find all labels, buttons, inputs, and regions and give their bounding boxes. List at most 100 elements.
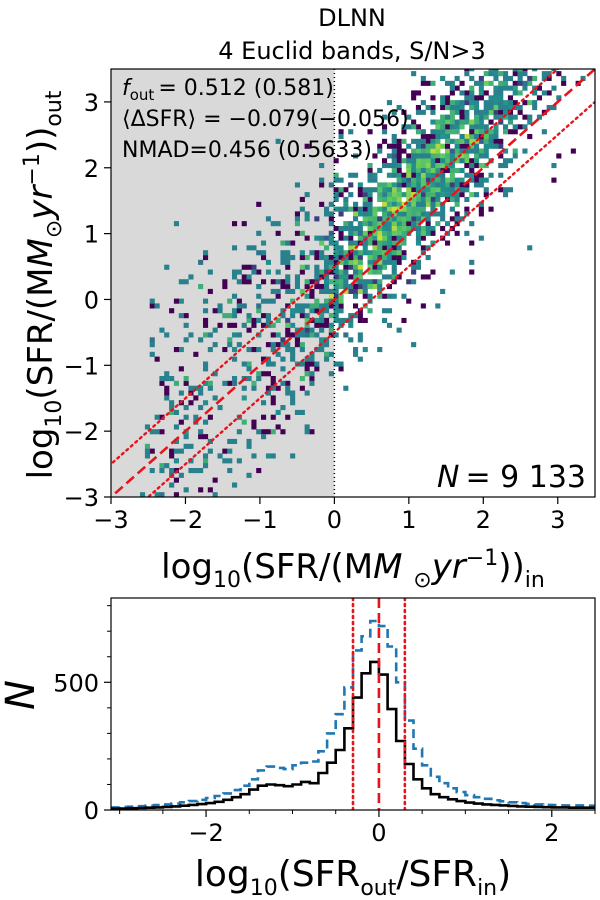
heatmap-cell — [246, 472, 252, 478]
heatmap-cell — [232, 347, 238, 353]
heatmap-cell — [314, 264, 320, 270]
heatmap-cell — [430, 192, 436, 198]
heatmap-cell — [440, 114, 446, 120]
heatmap-cell — [343, 332, 349, 338]
heatmap-cell — [367, 221, 373, 227]
heatmap-cell — [275, 317, 281, 323]
heatmap-cell — [541, 71, 547, 77]
heatmap-cell — [246, 245, 252, 251]
heatmap-cell — [445, 80, 451, 86]
heatmap-cell — [227, 337, 233, 343]
nmad-annotation: NMAD=0.456 (0.5633) — [122, 138, 372, 163]
heatmap-cell — [425, 148, 431, 154]
heatmap-cell — [454, 138, 460, 144]
heatmap-cell — [507, 85, 513, 91]
heatmap-cell — [164, 371, 170, 377]
heatmap-cell — [382, 308, 388, 314]
heatmap-cell — [488, 80, 494, 86]
heatmap-cell — [512, 124, 518, 130]
heatmap-cell — [391, 143, 397, 149]
n-count-annotation: N = 9 133 — [437, 460, 586, 495]
heatmap-cell — [469, 134, 475, 140]
heatmap-cell — [164, 264, 170, 270]
heatmap-cell — [527, 32, 532, 37]
heatmap-cell — [430, 182, 436, 188]
heatmap-cell — [488, 134, 494, 140]
heatmap-cell — [474, 158, 480, 164]
heatmap-cell — [348, 129, 354, 135]
heatmap-cell — [391, 211, 397, 217]
heatmap-cell — [328, 201, 334, 207]
heatmap-cell — [411, 71, 417, 77]
heatmap-cell — [294, 216, 300, 222]
heatmap-cell — [493, 109, 499, 115]
heatmap-cell — [353, 269, 359, 275]
heatmap-cell — [401, 172, 407, 178]
heatmap-cell — [362, 211, 368, 217]
heatmap-cell — [551, 85, 557, 91]
heatmap-cell — [372, 250, 378, 256]
heatmap-cell — [478, 206, 484, 212]
heatmap-cell — [459, 192, 465, 198]
heatmap-cell — [173, 380, 179, 386]
heatmap-cell — [503, 124, 509, 130]
heatmap-cell — [566, 42, 571, 47]
heatmap-cell — [275, 138, 281, 144]
heatmap-cell — [512, 114, 518, 120]
heatmap-cell — [415, 182, 421, 188]
heatmap-cell — [425, 167, 431, 173]
heatmap-cell — [338, 308, 344, 314]
heatmap-cell — [246, 264, 252, 270]
heatmap-cell — [377, 269, 383, 275]
heatmap-cell — [236, 269, 242, 275]
heatmap-cell — [445, 177, 451, 183]
heatmap-cell — [430, 226, 436, 232]
heatmap-cell — [440, 105, 446, 111]
heatmap-cell — [203, 366, 209, 372]
heatmap-cell — [464, 153, 470, 159]
heatmap-cell — [251, 245, 257, 251]
heatmap-cell — [493, 75, 499, 81]
heatmap-cell — [464, 148, 470, 154]
heatmap-cell — [348, 182, 354, 188]
heatmap-cell — [285, 380, 291, 386]
heatmap-cell — [536, 95, 542, 101]
heatmap-cell — [261, 240, 267, 246]
heatmap-cell — [483, 109, 489, 115]
heatmap-cell — [430, 80, 436, 86]
heatmap-cell — [430, 148, 436, 154]
heatmap-cell — [391, 196, 397, 202]
heatmap-cell — [183, 279, 189, 285]
heatmap-cell — [207, 385, 213, 391]
heatmap-cell — [367, 192, 373, 198]
heatmap-cell — [246, 443, 252, 449]
heatmap-cell — [406, 216, 412, 222]
heatmap-cell — [348, 259, 354, 265]
heatmap-cell — [478, 138, 484, 144]
heatmap-cell — [430, 119, 436, 125]
heatmap-cell — [396, 172, 402, 178]
heatmap-cell — [280, 284, 286, 290]
heatmap-cell — [435, 177, 441, 183]
heatmap-cell — [503, 158, 509, 164]
heatmap-cell — [290, 453, 296, 459]
heatmap-cell — [314, 347, 320, 353]
heatmap-cell — [415, 158, 421, 164]
heatmap-cell — [246, 274, 252, 280]
heatmap-cell — [261, 414, 267, 420]
heatmap-cell — [169, 405, 175, 411]
heatmap-cell — [328, 279, 334, 285]
heatmap-cell — [445, 187, 451, 193]
heatmap-cell — [241, 264, 247, 270]
heatmap-cell — [454, 216, 460, 222]
heatmap-cell — [386, 172, 392, 178]
heatmap-cell — [246, 327, 252, 333]
heatmap-cell — [333, 308, 339, 314]
heatmap-cell — [372, 269, 378, 275]
heatmap-cell — [386, 274, 392, 280]
heatmap-cell — [173, 347, 179, 353]
heatmap-cell — [198, 385, 204, 391]
heatmap-cell — [488, 69, 494, 72]
heatmap-cell — [319, 163, 325, 169]
heatmap-cell — [285, 250, 291, 256]
